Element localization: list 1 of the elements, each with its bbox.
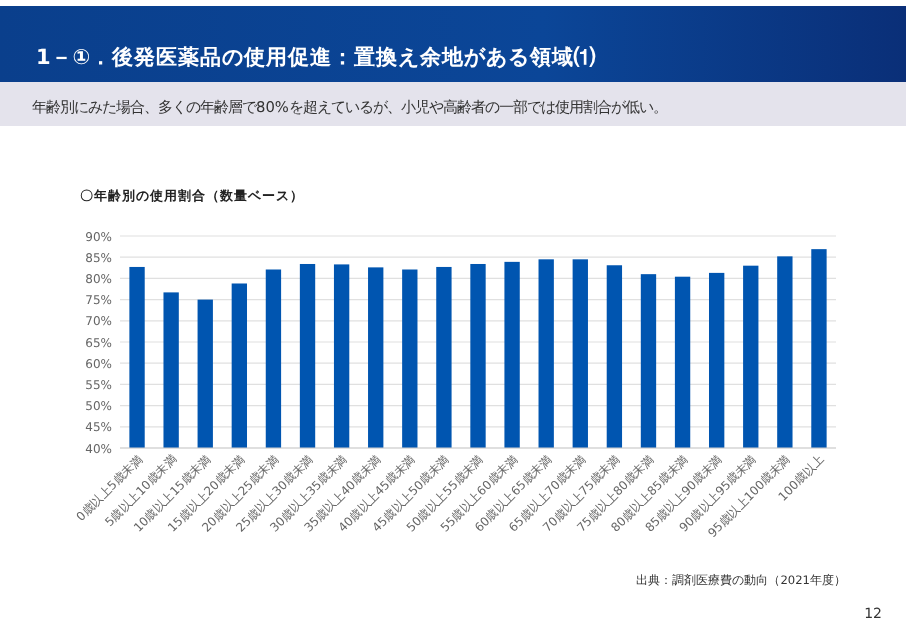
chart-title: 1－①．後発医薬品の使用促進：置換え余地がある領域⑴ [36,44,599,70]
